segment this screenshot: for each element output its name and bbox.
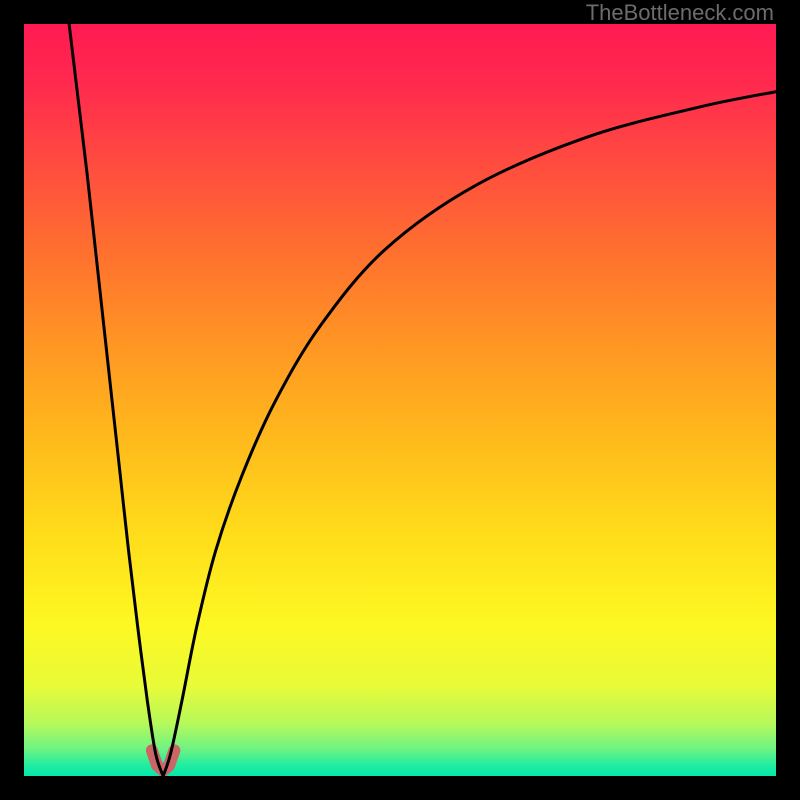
curve-right-branch: [163, 92, 776, 776]
plot-area: [24, 24, 776, 776]
curve-left-branch: [69, 24, 163, 776]
frame-right: [776, 0, 800, 800]
frame-bottom: [0, 776, 800, 800]
watermark-text: TheBottleneck.com: [586, 0, 774, 26]
frame-left: [0, 0, 24, 800]
bottleneck-curve: [24, 24, 776, 776]
chart-container: TheBottleneck.com: [0, 0, 800, 800]
